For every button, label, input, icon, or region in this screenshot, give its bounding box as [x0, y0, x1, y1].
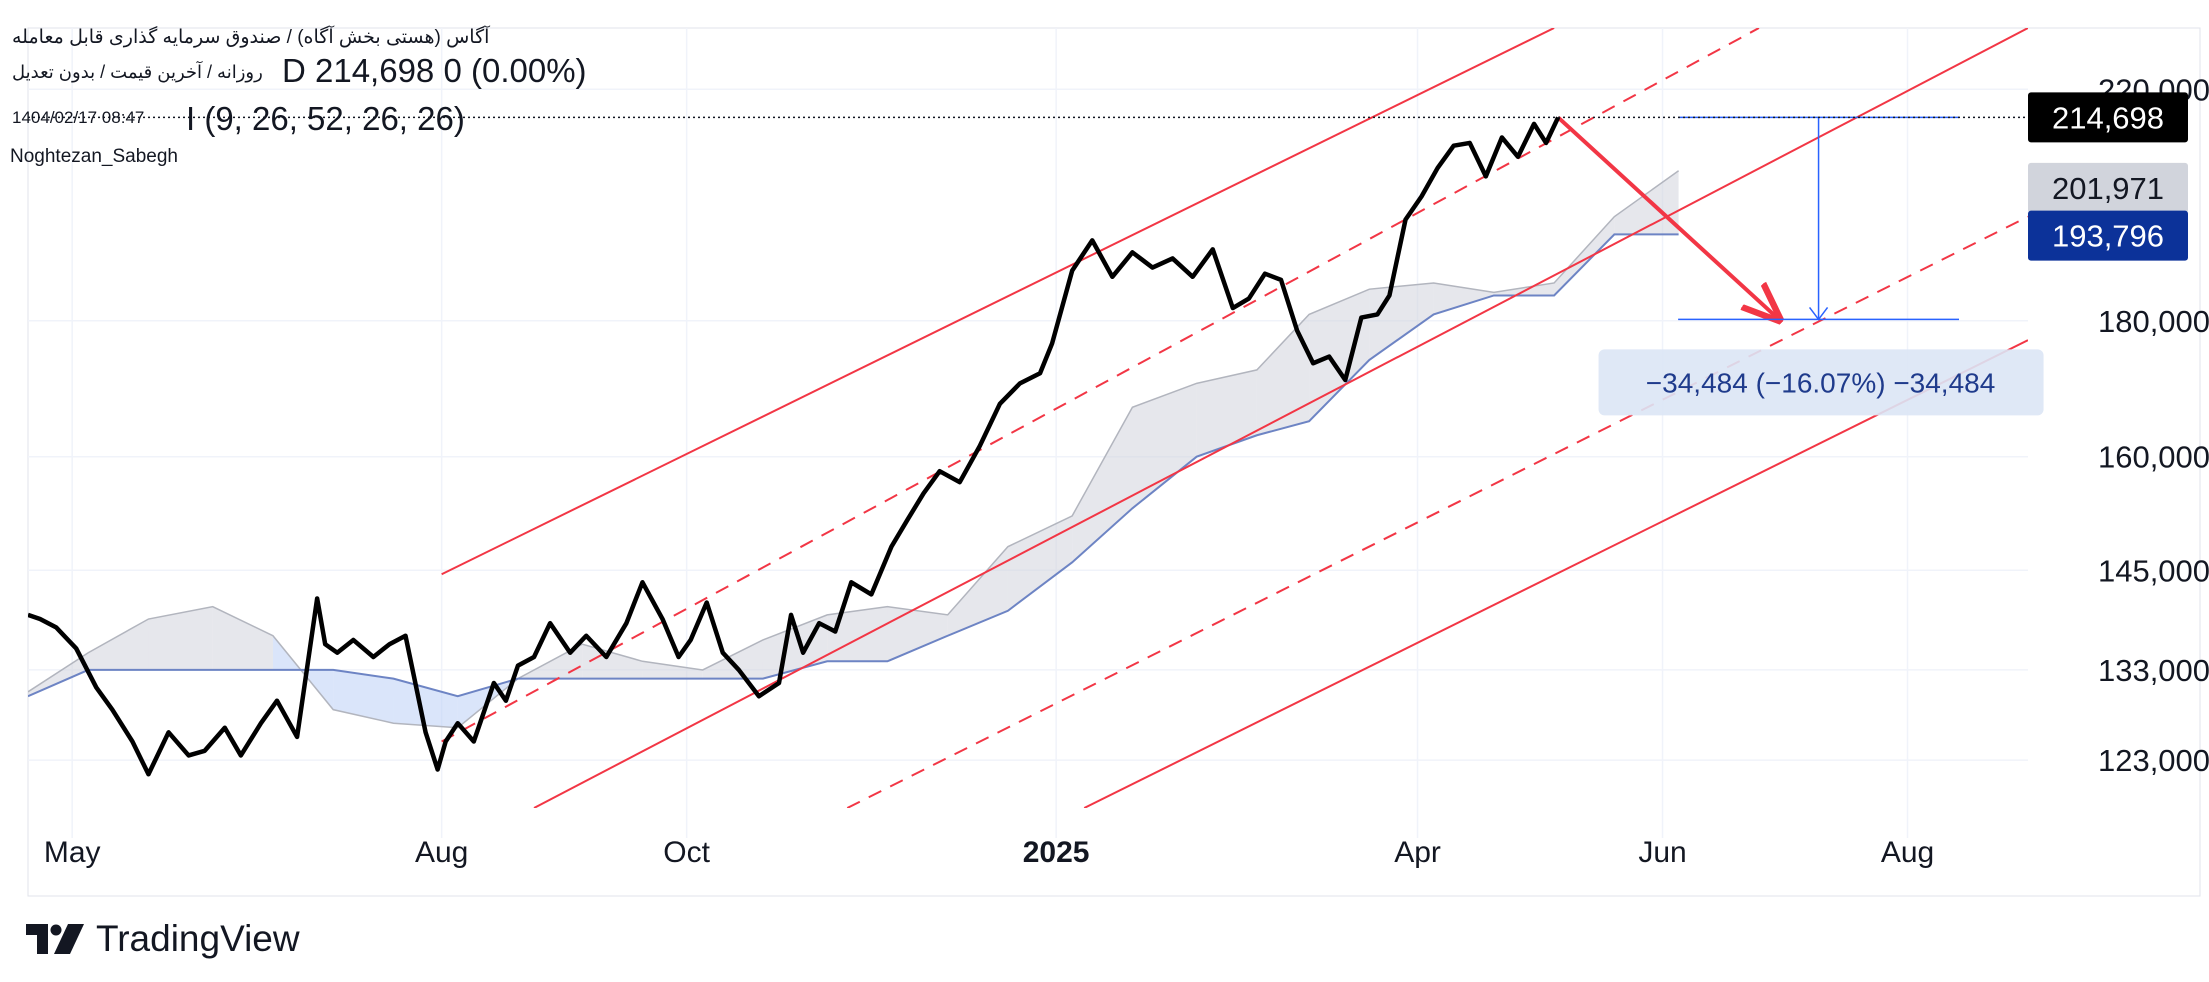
y-tick-label: 123,000 [2098, 743, 2209, 778]
indicator-legend[interactable]: I (9, 26, 52, 26, 26) [186, 100, 465, 137]
cloud-segment [1433, 282, 1494, 315]
price-badges: 214,698 201,971 193,796 [2028, 92, 2188, 261]
cloud-segment [1196, 369, 1257, 457]
x-tick-label: Aug [415, 836, 468, 869]
tradingview-brand[interactable]: TradingView [26, 918, 300, 960]
cloud-segment [1554, 216, 1615, 296]
price-badge [2028, 210, 2188, 261]
cloud-segment [1132, 383, 1197, 509]
chart-frame [27, 27, 2201, 897]
price-badge-label: 214,698 [2052, 100, 2164, 135]
measure-label-box [1598, 349, 2044, 416]
chart-title: آگاس (هستی بخش آگاه) / صندوق سرمایه گذار… [12, 27, 490, 48]
measure-label-text: −34,484 (−16.07%) −34,484 [1646, 367, 1996, 398]
price-series [28, 116, 1561, 777]
cloud-segment [827, 606, 888, 662]
x-axis: May Aug Oct 2025 Apr Jun Aug [44, 836, 1934, 869]
measure-label: −34,484 (−16.07%) −34,484 [1598, 349, 2044, 416]
cloud-segment [333, 669, 394, 724]
price-badge-label: 201,971 [2052, 171, 2164, 206]
tradingview-label: TradingView [96, 918, 300, 959]
cloud-segment [582, 644, 643, 679]
cloud-segment [88, 619, 149, 670]
price-badge [2028, 92, 2188, 143]
price-badge-label: 193,796 [2052, 219, 2164, 254]
cloud-segment [1309, 289, 1370, 422]
cloud-segment [702, 639, 763, 679]
measure-arrow-icon [1808, 306, 1829, 321]
cloud-segment [1007, 515, 1073, 611]
span-b-line [28, 233, 1679, 698]
measure-tool [1678, 116, 1960, 321]
cloud-segment [1493, 282, 1555, 296]
cloud-segment [1256, 314, 1310, 436]
price-line [28, 116, 1561, 777]
author-name: Noghtezan_Sabegh [10, 146, 178, 167]
ohlc-readout: D 214,698 0 (0.00%) [282, 52, 587, 89]
cloud-segment [642, 661, 703, 679]
y-tick-label: 145,000 [2098, 553, 2209, 588]
price-badge [2028, 162, 2188, 213]
ichimoku-cloud [28, 170, 1680, 729]
cloud-segment [887, 606, 948, 662]
cloud-segment [393, 678, 458, 728]
x-tick-label: May [44, 836, 101, 869]
y-tick-label: 160,000 [2098, 440, 2209, 475]
y-tick-label: 133,000 [2098, 653, 2209, 688]
channel-line-dashed [441, 28, 1760, 743]
channel-line [441, 28, 1555, 576]
tradingview-logo-icon [26, 924, 84, 954]
channel-line-dashed [846, 215, 2028, 808]
channel-line [1083, 339, 2028, 808]
cloud-segment [212, 606, 273, 670]
chart-subtitle: روزانه / آخرین قیمت / بدون تعدیل [12, 62, 263, 82]
cloud-segment [28, 652, 89, 697]
cloud-segment [148, 606, 213, 670]
x-tick-label: Jun [1638, 836, 1686, 869]
x-tick-label: Aug [1881, 836, 1934, 869]
timestamp: 1404/02/17 08:47 [12, 108, 145, 127]
cloud-segment [1072, 407, 1133, 563]
projection-arrow [1556, 115, 1779, 319]
x-tick-label: Oct [663, 836, 710, 869]
y-tick-label: 180,000 [2098, 304, 2209, 339]
span-a-line [28, 170, 1680, 729]
channel-line [533, 28, 2028, 808]
channel-lines [441, 28, 2028, 808]
x-tick-label: 2025 [1023, 836, 1090, 869]
chart-grid [27, 27, 2201, 897]
x-tick-label: Apr [1394, 836, 1441, 869]
